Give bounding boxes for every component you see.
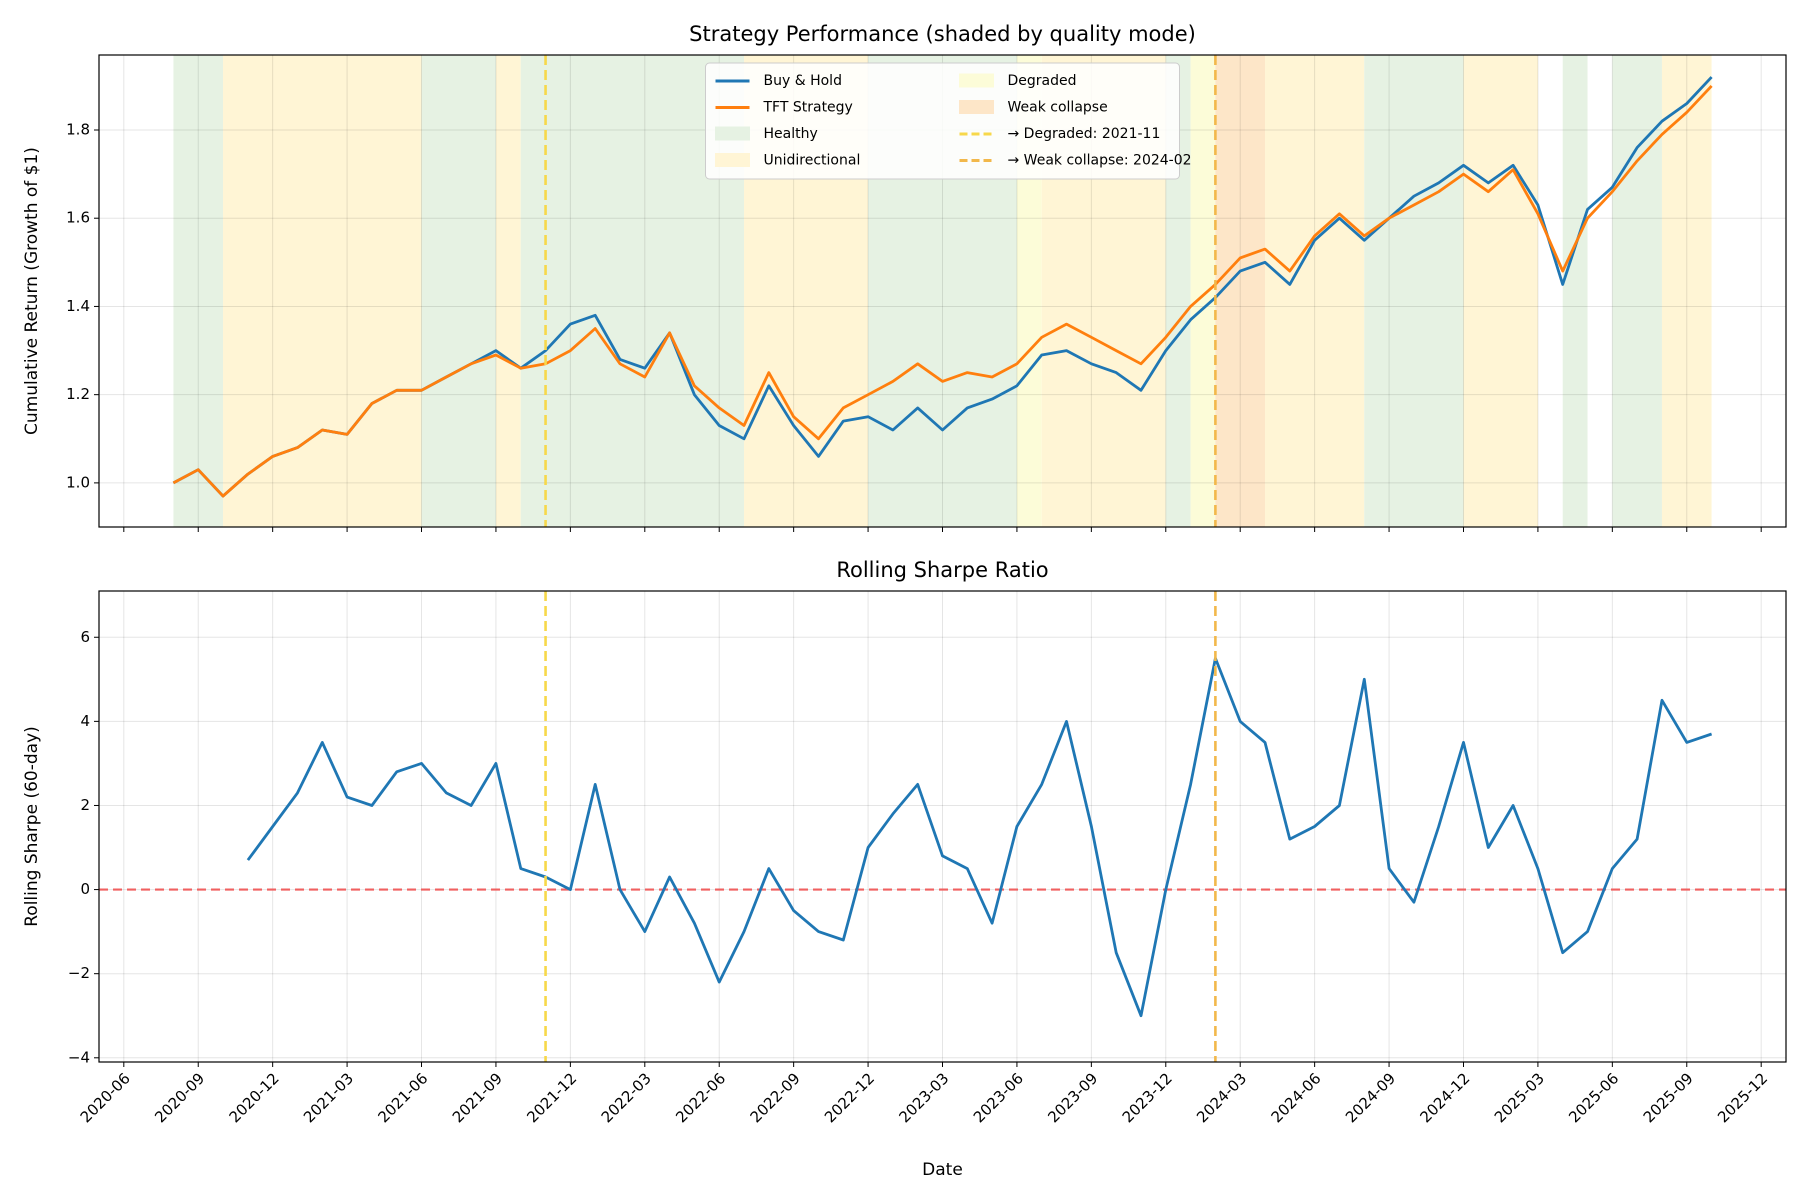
legend-label: TFT Strategy <box>763 100 853 116</box>
legend-swatch <box>959 73 994 88</box>
x-tick-label: 2020-09 <box>151 1069 208 1126</box>
mode-region <box>1562 55 1588 527</box>
x-tick-label: 2025-09 <box>1640 1069 1697 1126</box>
x-tick-label: 2022-03 <box>598 1069 655 1126</box>
y-axis-label: Cumulative Return (Growth of $1) <box>22 147 42 435</box>
x-tick-label: 2024-06 <box>1268 1069 1325 1126</box>
legend-swatch <box>715 126 750 141</box>
legend-swatch <box>715 153 750 167</box>
y-axis-label: Rolling Sharpe (60-day) <box>22 726 42 927</box>
chart-title: Strategy Performance (shaded by quality … <box>689 22 1196 46</box>
plot: 1.0 1.2 1.4 1.6 1.8 Strategy Performance (sha… <box>22 22 1787 532</box>
x-tick-label: 2022-09 <box>747 1069 804 1126</box>
mode-region <box>1265 55 1365 527</box>
x-tick-label: 2022-06 <box>672 1069 729 1126</box>
mode-region <box>223 55 422 527</box>
x-axis-label: Date <box>922 1160 963 1180</box>
y-tick-label: 1.2 <box>66 385 90 403</box>
x-tick-label: 2023-09 <box>1044 1069 1101 1126</box>
mode-region <box>421 55 496 527</box>
mode-region <box>495 55 521 527</box>
x-tick-label: 2022-12 <box>821 1069 878 1126</box>
x-tick-label: 2024-03 <box>1193 1069 1250 1126</box>
x-tick-label: 2020-06 <box>77 1069 134 1126</box>
mode-region <box>1364 55 1464 527</box>
legend-label: Healthy <box>764 126 818 142</box>
mode-region <box>1190 55 1216 527</box>
mode-region <box>1661 55 1712 527</box>
y-tick-label: −2 <box>68 964 90 982</box>
x-tick-label: 2023-12 <box>1119 1069 1176 1126</box>
x-tick-label: 2021-12 <box>523 1069 580 1126</box>
x-tick-label: 2021-03 <box>300 1069 357 1126</box>
series-line <box>172 84 1713 498</box>
y-tick-label: 4 <box>80 712 90 730</box>
x-tick-label: 2025-12 <box>1714 1069 1771 1126</box>
chart-title: Rolling Sharpe Ratio <box>836 558 1048 582</box>
mode-region <box>173 55 224 527</box>
axes-frame <box>98 54 1787 528</box>
y-tick-label: 2 <box>80 796 90 814</box>
y-tick-label: 1.6 <box>66 209 90 227</box>
y-tick-label: −4 <box>68 1048 90 1066</box>
x-tick-label: 2024-12 <box>1416 1069 1473 1126</box>
axes-frame <box>98 590 1787 1063</box>
x-tick-label: 2023-06 <box>970 1069 1027 1126</box>
mode-region <box>1612 55 1662 527</box>
legend-label: Unidirectional <box>764 153 861 169</box>
x-tick-label: 2024-09 <box>1342 1069 1399 1126</box>
legend: Buy & Hold TFT Strategy Healthy Unidirectio… <box>705 62 1192 180</box>
legend-label: Buy & Hold <box>764 73 842 89</box>
series-line <box>246 656 1713 1018</box>
x-tick-label: 2025-03 <box>1491 1069 1548 1126</box>
x-tick-label: 2021-09 <box>449 1069 506 1126</box>
mode-region <box>1463 55 1538 527</box>
y-tick-label: 1.0 <box>66 473 90 491</box>
mode-region <box>1215 55 1266 527</box>
legend-box <box>705 62 1180 180</box>
legend-label: → Degraded: 2021-11 <box>1008 126 1161 142</box>
y-tick-label: 6 <box>80 628 90 646</box>
legend-label: Weak collapse <box>1008 100 1108 116</box>
legend-label: → Weak collapse: 2024-02 <box>1008 153 1192 169</box>
plot: −4 −2 0 2 4 6 2020-06 2020-09 2020-12 2021-03 2021… <box>22 558 1787 1180</box>
x-tick-label: 2023-03 <box>895 1069 952 1126</box>
y-tick-label: 1.4 <box>66 297 90 315</box>
x-tick-label: 2021-06 <box>374 1069 431 1126</box>
y-tick-label: 1.8 <box>66 120 90 138</box>
y-tick-label: 0 <box>80 880 90 898</box>
x-tick-label: 2025-06 <box>1565 1069 1622 1126</box>
x-tick-label: 2020-12 <box>226 1069 283 1126</box>
legend-label: Degraded <box>1008 73 1077 89</box>
legend-swatch <box>959 100 994 114</box>
